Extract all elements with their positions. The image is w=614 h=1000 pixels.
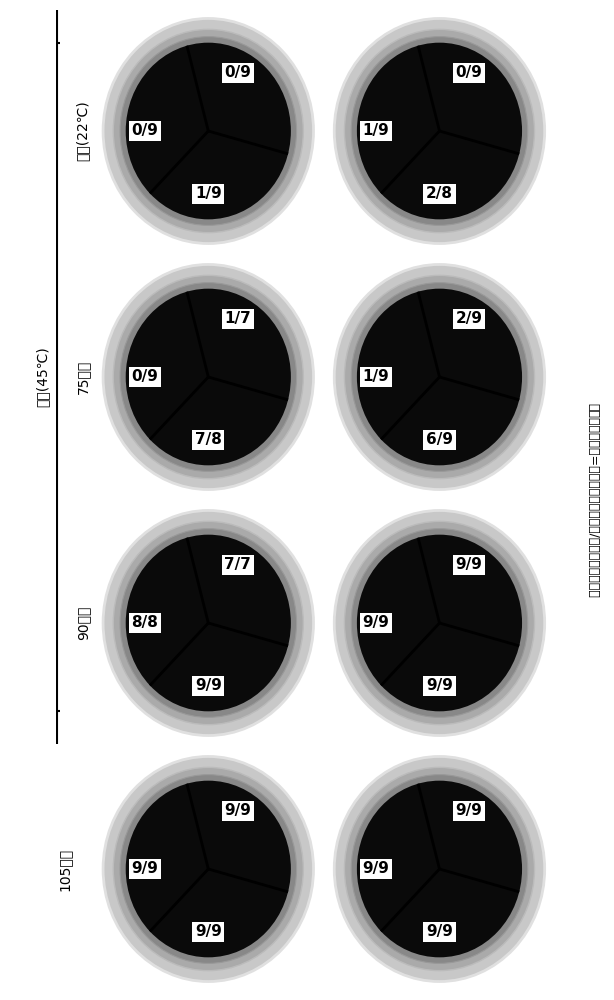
Ellipse shape <box>126 43 291 219</box>
Ellipse shape <box>113 275 303 479</box>
Ellipse shape <box>103 18 314 244</box>
Text: 75分钟: 75分钟 <box>76 360 90 394</box>
Ellipse shape <box>351 37 527 225</box>
Ellipse shape <box>120 283 297 471</box>
Text: 热激(45℃): 热激(45℃) <box>36 347 50 407</box>
Ellipse shape <box>103 264 314 490</box>
Ellipse shape <box>344 275 535 479</box>
Text: 7/7: 7/7 <box>224 557 251 572</box>
Ellipse shape <box>351 529 527 717</box>
Ellipse shape <box>351 283 527 471</box>
Text: 1/9: 1/9 <box>195 186 222 201</box>
Ellipse shape <box>113 521 303 725</box>
Ellipse shape <box>357 289 522 465</box>
Text: 7/8: 7/8 <box>195 432 222 447</box>
Text: 9/9: 9/9 <box>195 924 222 939</box>
Text: 6/9: 6/9 <box>426 432 453 447</box>
Ellipse shape <box>334 264 545 490</box>
Ellipse shape <box>120 775 297 963</box>
Text: 2/9: 2/9 <box>456 311 483 326</box>
Text: 0/9: 0/9 <box>224 65 251 80</box>
Text: 1/9: 1/9 <box>363 369 389 384</box>
Ellipse shape <box>113 767 303 971</box>
Ellipse shape <box>357 43 522 219</box>
Text: 9/9: 9/9 <box>426 678 453 693</box>
Ellipse shape <box>103 510 314 736</box>
Text: 105分钟: 105分钟 <box>58 847 71 891</box>
Ellipse shape <box>126 781 291 957</box>
Text: 2/8: 2/8 <box>426 186 453 201</box>
Text: 8/8: 8/8 <box>131 615 158 631</box>
Text: 9/9: 9/9 <box>224 803 251 818</box>
Text: 1/7: 1/7 <box>224 311 251 326</box>
Ellipse shape <box>357 535 522 711</box>
Ellipse shape <box>126 289 291 465</box>
Ellipse shape <box>344 29 535 233</box>
Ellipse shape <box>334 756 545 982</box>
Text: 0/9: 0/9 <box>456 65 483 80</box>
Ellipse shape <box>120 529 297 717</box>
Ellipse shape <box>103 756 314 982</box>
Ellipse shape <box>120 37 297 225</box>
Text: 9/9: 9/9 <box>456 803 483 818</box>
Text: 0/9: 0/9 <box>131 123 158 138</box>
Text: 9/9: 9/9 <box>195 678 222 693</box>
Ellipse shape <box>351 775 527 963</box>
Ellipse shape <box>357 781 522 957</box>
Ellipse shape <box>344 521 535 725</box>
Text: 培养盘内的数値=存活的实生苗的数量/发芽的种子的数量: 培养盘内的数値=存活的实生苗的数量/发芽的种子的数量 <box>586 403 599 597</box>
Text: 0/9: 0/9 <box>131 369 158 384</box>
Text: 9/9: 9/9 <box>363 861 389 876</box>
Text: 90分钟: 90分钟 <box>76 606 90 640</box>
Ellipse shape <box>334 18 545 244</box>
Text: 9/9: 9/9 <box>363 615 389 631</box>
Ellipse shape <box>126 535 291 711</box>
Ellipse shape <box>113 29 303 233</box>
Text: 1/9: 1/9 <box>363 123 389 138</box>
Ellipse shape <box>334 510 545 736</box>
Text: 9/9: 9/9 <box>456 557 483 572</box>
Text: 对照(22℃): 对照(22℃) <box>76 101 90 161</box>
Text: 9/9: 9/9 <box>426 924 453 939</box>
Text: 9/9: 9/9 <box>131 861 158 876</box>
Ellipse shape <box>344 767 535 971</box>
